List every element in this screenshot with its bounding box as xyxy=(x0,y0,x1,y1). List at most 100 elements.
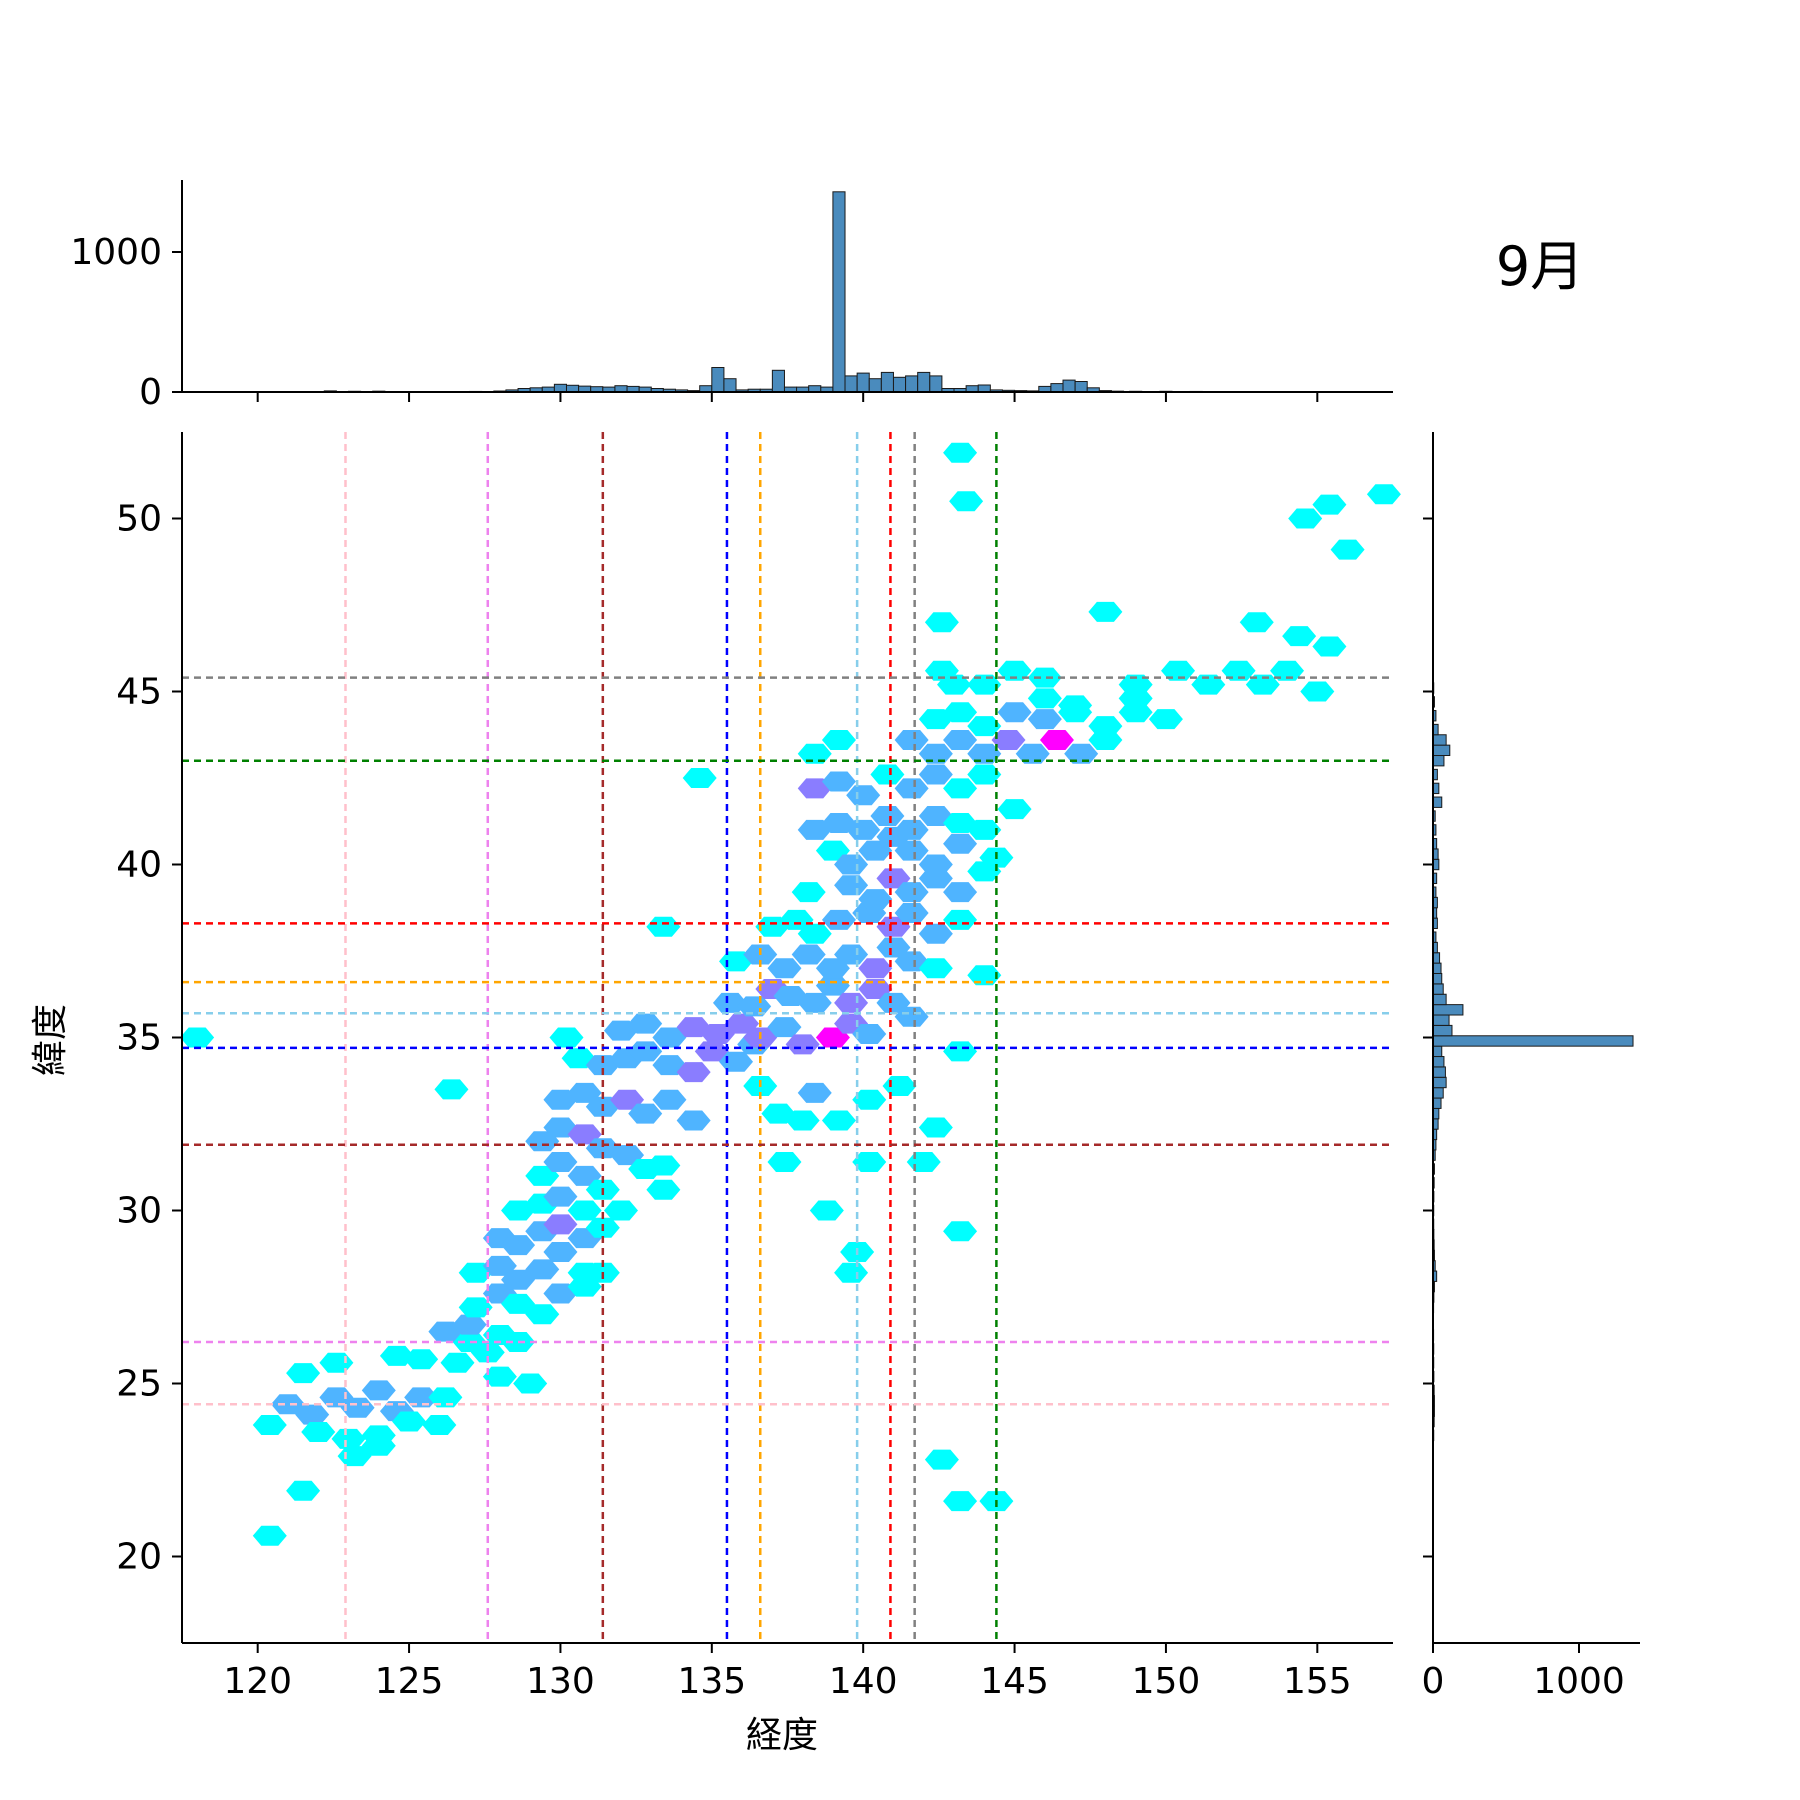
histogram-bar xyxy=(917,371,931,393)
hexbin-cell xyxy=(543,1152,578,1173)
histogram-bar xyxy=(1432,1076,1447,1089)
hexbin-cell xyxy=(785,1034,820,1055)
hexbin-cell xyxy=(422,1415,457,1436)
y-tick-label: 20 xyxy=(116,1537,162,1578)
histogram-bar xyxy=(1432,1066,1446,1078)
hexbin-cell xyxy=(676,1110,711,1131)
hexbin-cell xyxy=(834,944,869,965)
hexbin-cell xyxy=(1027,709,1062,730)
right-marginal-axes: 0 1000 xyxy=(1422,432,1640,1702)
hexbin-cell xyxy=(821,812,856,833)
histogram-bar xyxy=(1432,1056,1445,1068)
hexbin-cell xyxy=(894,819,929,840)
hexbin-cell xyxy=(791,944,826,965)
hexbin-cell xyxy=(694,1041,729,1062)
hexbin-cell xyxy=(525,1304,560,1325)
hexbin-cell xyxy=(392,1411,427,1432)
hexbin-cell xyxy=(918,709,953,730)
histogram-bar xyxy=(1062,379,1076,393)
hexbin-cell xyxy=(1366,484,1401,505)
hexbin-cell xyxy=(773,985,808,1006)
hexbin-cell xyxy=(852,1024,887,1045)
hexbin-cell xyxy=(1191,674,1226,695)
hexbin-cell xyxy=(967,716,1002,737)
hexbin-cell xyxy=(967,819,1002,840)
histogram-bar xyxy=(856,372,870,393)
hexbin-cell xyxy=(943,778,978,799)
hexbin-cell xyxy=(918,806,953,827)
hexbin-cell xyxy=(404,1387,439,1408)
hexbin-cell xyxy=(767,958,802,979)
hexbin-cell xyxy=(1161,660,1196,681)
hexbin-cell xyxy=(767,1017,802,1038)
hexbin-cell xyxy=(918,764,953,785)
hexbin-cell xyxy=(779,909,814,930)
hexbin-cell xyxy=(501,1200,536,1221)
hexbin-cell xyxy=(646,1155,681,1176)
hexbin-cell xyxy=(924,1449,959,1470)
histogram-bar xyxy=(905,375,919,393)
histogram-bar xyxy=(1074,381,1088,393)
x-tick-label: 155 xyxy=(1283,1661,1352,1702)
hexbin-cell xyxy=(682,768,717,788)
joint-axes: 120 125 130 135 140 145 150 155 20 25 30 35 40 45 50 xyxy=(116,432,1393,1702)
hexbin-cell xyxy=(894,902,929,923)
hexbin-cell xyxy=(428,1321,463,1342)
hexbin-cell xyxy=(846,785,881,806)
hexbin-cell xyxy=(501,1269,536,1290)
hexbin-cell xyxy=(652,1089,687,1110)
hexbin-cell xyxy=(603,1020,638,1041)
hexbin-cell xyxy=(785,1110,820,1131)
reference-lines xyxy=(182,432,1393,1643)
hexbin-cell xyxy=(286,1480,321,1501)
hexbin-cell xyxy=(1148,709,1183,730)
hexbin-cell xyxy=(924,612,959,633)
hexbin-cell xyxy=(797,819,832,840)
hexbin-cell xyxy=(404,1349,439,1370)
histogram-bar xyxy=(1432,1035,1634,1047)
hexbin-cell xyxy=(440,1352,475,1373)
hexbin-cell xyxy=(894,729,929,750)
hexbin-cell xyxy=(482,1255,517,1276)
hexbin-cell xyxy=(1282,626,1317,647)
hexbin-cell xyxy=(821,729,856,750)
hexbin-cell xyxy=(603,1200,638,1221)
histogram-bar xyxy=(929,375,943,393)
hexbin-cell xyxy=(767,1152,802,1173)
hexbin-cell xyxy=(525,1259,560,1280)
hexbin-cell xyxy=(797,1082,832,1103)
hexbin-cell xyxy=(943,1491,978,1512)
hexbin-cell xyxy=(1027,667,1062,688)
hexbin-cell xyxy=(525,1131,560,1152)
hexbin-cell xyxy=(286,1363,321,1384)
hexbin-cell xyxy=(501,1293,536,1314)
hexbin-cell xyxy=(943,729,978,750)
hexbin-cell xyxy=(567,1124,602,1145)
histogram-bar xyxy=(1432,1014,1450,1026)
hexbin-cell xyxy=(834,854,869,875)
hexbin-cell xyxy=(1312,494,1347,515)
hexbin-cell xyxy=(809,1200,844,1221)
hexbin-cell xyxy=(1015,743,1050,764)
right-x-tick-label: 1000 xyxy=(1533,1661,1625,1702)
hexbin-cell xyxy=(997,702,1032,723)
hexbin-cell xyxy=(646,916,681,937)
hexbin-cell xyxy=(761,1103,796,1124)
hexbin-cell xyxy=(943,1221,978,1242)
hexbin-cell xyxy=(967,743,1002,764)
hexbin-cell xyxy=(918,1117,953,1138)
hexbin-cell xyxy=(270,1394,305,1415)
hexbin-cell xyxy=(943,702,978,723)
hexbin-cell xyxy=(180,1027,215,1048)
hexbin-cell xyxy=(543,1283,578,1304)
hexbin-cell xyxy=(894,1006,929,1027)
hexbin-cell xyxy=(882,1075,917,1096)
hexbin-cell xyxy=(646,1179,681,1200)
hexbin-cell xyxy=(894,778,929,799)
y-tick-label: 40 xyxy=(116,845,162,886)
histogram-bar xyxy=(1432,755,1445,767)
histogram-bar xyxy=(711,367,725,393)
hexbin-cell xyxy=(725,1013,760,1034)
hexbin-cell xyxy=(610,1089,645,1110)
